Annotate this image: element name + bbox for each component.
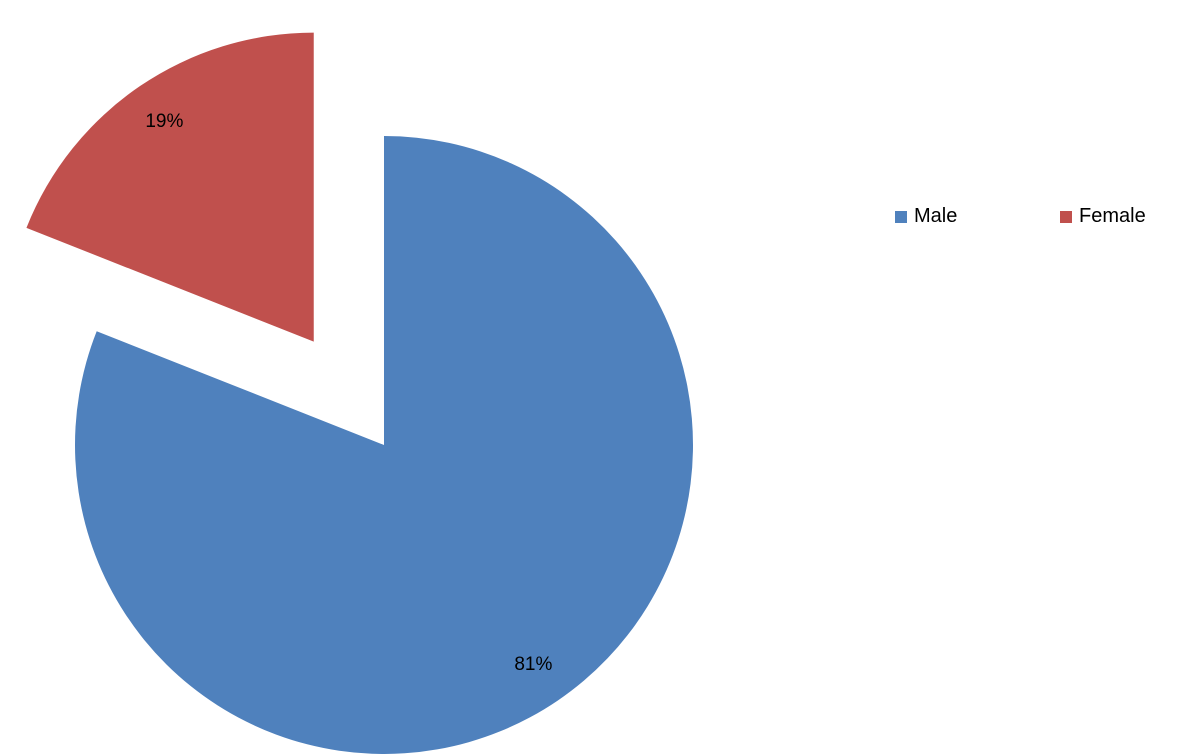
pie-data-labels: 81% 19% [145,111,552,675]
legend-swatch-female [1060,210,1072,223]
legend: Male Female [895,205,1146,228]
pie-slice-male [74,136,694,754]
data-label-female: 19% [145,111,183,132]
legend-item-male: Male [895,205,1060,228]
pie-slices [26,32,694,754]
legend-swatch-male [895,210,907,223]
legend-label-female: Female [1079,205,1146,227]
legend-item-female: Female [1060,205,1146,228]
data-label-male: 81% [514,654,552,675]
pie-slice-female [26,32,314,342]
legend-label-male: Male [914,205,958,227]
